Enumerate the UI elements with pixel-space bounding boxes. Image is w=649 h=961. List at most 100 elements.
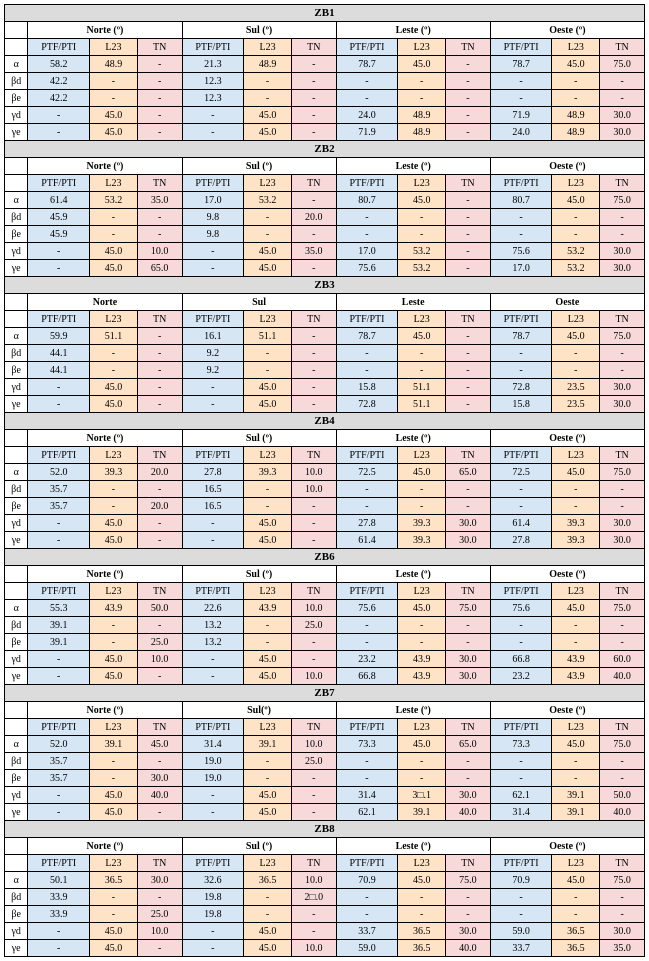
col-ptf: PTF/PTI	[490, 311, 552, 328]
data-cell: 53.2	[552, 243, 600, 260]
data-cell: -	[291, 328, 336, 345]
data-cell: -	[28, 396, 90, 413]
direction-header: Leste (º)	[336, 158, 490, 175]
data-cell: -	[244, 226, 292, 243]
data-cell: 43.9	[552, 651, 600, 668]
data-cell: 65.0	[446, 464, 491, 481]
data-cell: 45.0	[90, 787, 138, 804]
data-cell: 45.9	[28, 209, 90, 226]
data-cell: -	[336, 73, 398, 90]
data-cell: -	[446, 396, 491, 413]
col-ptf: PTF/PTI	[182, 719, 244, 736]
row-label: βd	[5, 73, 28, 90]
data-cell: -	[182, 124, 244, 141]
data-cell: 10.0	[291, 872, 336, 889]
col-l23: L23	[244, 175, 292, 192]
row-label-blank	[5, 855, 28, 872]
data-cell: 10.0	[291, 668, 336, 685]
data-cell: -	[552, 617, 600, 634]
col-ptf: PTF/PTI	[28, 855, 90, 872]
data-cell: -	[336, 889, 398, 906]
data-cell: -	[446, 107, 491, 124]
data-cell: -	[244, 345, 292, 362]
row-label: α	[5, 192, 28, 209]
data-cell: -	[291, 787, 336, 804]
zone-header: ZB2	[5, 141, 645, 158]
data-cell: -	[137, 345, 182, 362]
data-cell: 10.0	[137, 651, 182, 668]
data-cell: 30.0	[600, 124, 645, 141]
col-l23: L23	[552, 583, 600, 600]
data-cell: 10.0	[291, 600, 336, 617]
data-cell: -	[137, 668, 182, 685]
data-cell: 59.0	[336, 940, 398, 957]
data-cell: 15.8	[336, 379, 398, 396]
data-cell: -	[336, 617, 398, 634]
data-cell: -	[446, 90, 491, 107]
data-cell: 30.0	[446, 668, 491, 685]
data-cell: -	[182, 940, 244, 957]
data-cell: 75.6	[336, 600, 398, 617]
data-cell: -	[446, 770, 491, 787]
data-cell: 31.4	[182, 736, 244, 753]
data-cell: -	[291, 192, 336, 209]
data-cell: -	[28, 940, 90, 957]
col-tn: TN	[446, 311, 491, 328]
data-cell: 72.5	[336, 464, 398, 481]
data-cell: -	[28, 651, 90, 668]
data-cell: 43.9	[90, 600, 138, 617]
data-cell: 45.0	[137, 736, 182, 753]
data-cell: 10.0	[291, 940, 336, 957]
data-cell: -	[28, 668, 90, 685]
row-label-blank	[5, 447, 28, 464]
data-cell: 65.0	[446, 736, 491, 753]
col-tn: TN	[137, 311, 182, 328]
direction-header: Oeste (º)	[490, 22, 644, 39]
col-ptf: PTF/PTI	[182, 855, 244, 872]
data-cell: 13.2	[182, 617, 244, 634]
data-cell: 10.0	[137, 923, 182, 940]
data-cell: -	[291, 345, 336, 362]
data-cell: 75.0	[600, 736, 645, 753]
col-tn: TN	[137, 855, 182, 872]
data-cell: 35.0	[600, 940, 645, 957]
data-table: ZB1Norte (º)Sul (º)Leste (º)Oeste (º)PTF…	[4, 4, 645, 957]
data-cell: -	[446, 889, 491, 906]
data-cell: -	[446, 753, 491, 770]
row-label: α	[5, 328, 28, 345]
data-cell: 45.0	[90, 107, 138, 124]
data-cell: -	[244, 498, 292, 515]
data-cell: -	[90, 209, 138, 226]
data-cell: 27.8	[182, 464, 244, 481]
data-cell: -	[291, 515, 336, 532]
row-label-blank	[5, 838, 28, 855]
data-cell: -	[137, 226, 182, 243]
data-cell: -	[137, 362, 182, 379]
data-cell: -	[446, 328, 491, 345]
data-cell: 12.3	[182, 90, 244, 107]
data-cell: 72.8	[490, 379, 552, 396]
row-label: γe	[5, 532, 28, 549]
data-cell: 45.0	[552, 192, 600, 209]
direction-header: Sul (º)	[182, 158, 336, 175]
data-cell: -	[90, 617, 138, 634]
data-cell: -	[182, 379, 244, 396]
data-cell: -	[490, 498, 552, 515]
data-cell: 20.0	[137, 498, 182, 515]
row-label: βe	[5, 634, 28, 651]
data-cell: -	[336, 634, 398, 651]
zone-header: ZB3	[5, 277, 645, 294]
data-cell: -	[398, 634, 446, 651]
col-tn: TN	[446, 447, 491, 464]
data-cell: -	[182, 107, 244, 124]
data-cell: -	[490, 634, 552, 651]
direction-header: Sul (º)	[182, 430, 336, 447]
data-cell: -	[28, 532, 90, 549]
data-cell: -	[244, 362, 292, 379]
col-l23: L23	[90, 583, 138, 600]
data-cell: 17.0	[336, 243, 398, 260]
data-cell: -	[28, 243, 90, 260]
data-cell: -	[137, 532, 182, 549]
row-label: γd	[5, 379, 28, 396]
data-cell: 78.7	[490, 328, 552, 345]
